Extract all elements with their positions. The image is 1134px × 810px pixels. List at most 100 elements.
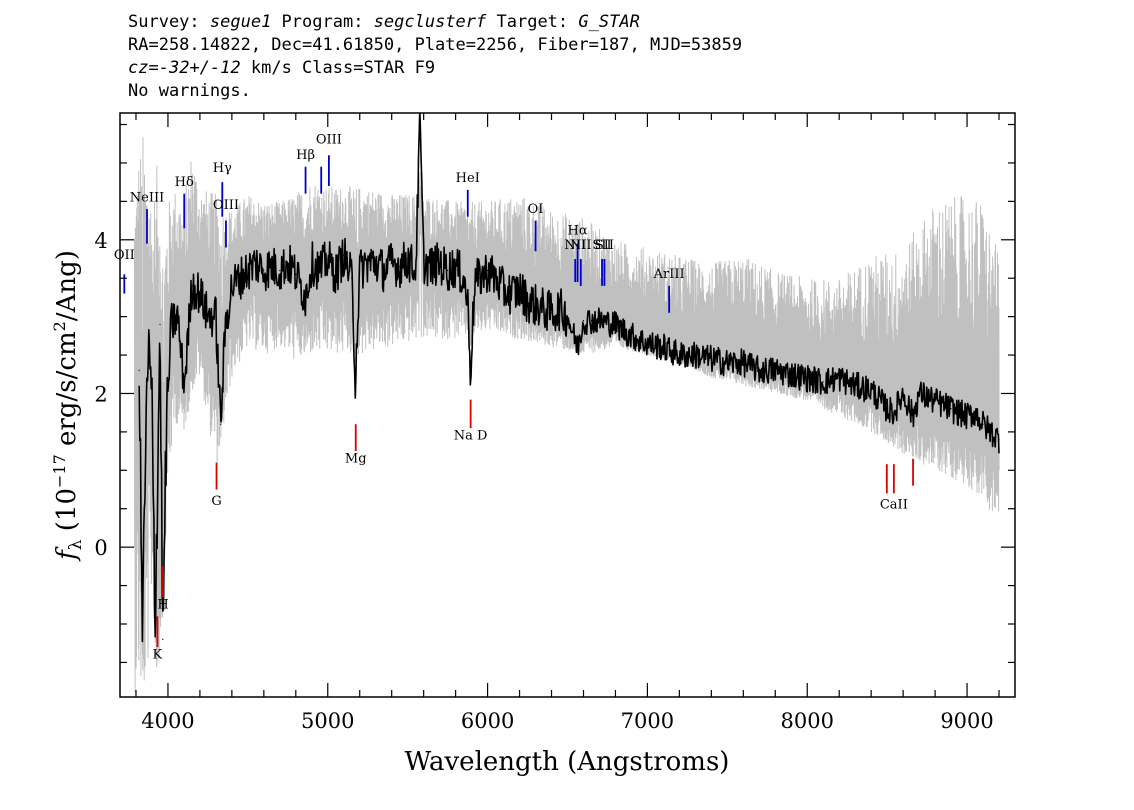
flux-point — [439, 262, 441, 264]
plot-frame — [119, 112, 1016, 698]
flux-point — [199, 293, 201, 295]
flux-point — [912, 415, 914, 418]
target-value: G_STAR — [578, 12, 640, 32]
flux-point — [162, 638, 164, 641]
flux-point — [407, 258, 409, 260]
emission-line-label: OIII — [316, 133, 342, 148]
flux-point — [319, 269, 321, 272]
target-label: Target: — [486, 12, 579, 32]
flux-point — [455, 266, 457, 268]
flux-point — [176, 316, 179, 318]
absorption-line-label: G — [211, 494, 221, 509]
flux-point — [431, 266, 433, 268]
flux-point — [870, 389, 872, 391]
flux-point — [790, 373, 792, 375]
flux-point — [550, 312, 553, 314]
spectrum-header: Survey: segue1 Program: segclusterf Targ… — [128, 11, 742, 103]
flux-point — [447, 269, 449, 272]
flux-point — [966, 415, 968, 418]
flux-point — [295, 273, 297, 275]
flux-point — [694, 354, 697, 356]
flux-point — [487, 269, 489, 272]
flux-point — [614, 323, 617, 325]
flux-point — [151, 408, 153, 410]
cz-units-class: km/s Class=STAR F9 — [240, 58, 436, 78]
flux-point — [662, 346, 665, 348]
flux-point — [503, 289, 505, 291]
emission-line-label: SII — [592, 238, 611, 253]
flux-point — [577, 346, 579, 348]
x-tick-label: 5000 — [301, 709, 354, 733]
emission-line-label: Hα — [568, 223, 588, 238]
flux-point — [311, 262, 313, 264]
flux-point — [327, 258, 329, 260]
flux-point — [354, 377, 356, 379]
emission-line-label: OII — [114, 248, 135, 263]
flux-point — [474, 281, 476, 283]
flux-point — [215, 316, 217, 318]
flux-point — [359, 269, 361, 272]
error-envelope-series — [133, 137, 1000, 693]
flux-point — [893, 412, 895, 414]
absorption-line-label: K — [153, 648, 163, 663]
flux-point — [191, 285, 193, 287]
flux-point — [224, 323, 227, 325]
flux-point — [806, 377, 808, 379]
program-label: Program: — [271, 12, 374, 32]
flux-point — [710, 358, 712, 360]
flux-point — [239, 277, 241, 279]
header-line-redshift: cz=-32+/-12 km/s Class=STAR F9 — [128, 57, 742, 80]
absorption-line-label: Na D — [454, 429, 488, 444]
y-axis-title: fλ (10−17 erg/s/cm2/Ang) — [50, 250, 86, 562]
flux-point — [279, 269, 281, 272]
flux-point — [271, 266, 273, 268]
emission-line-label: Hβ — [296, 148, 315, 163]
flux-point — [263, 269, 265, 272]
flux-series — [138, 113, 1000, 643]
emission-line-label: HeI — [456, 171, 480, 186]
flux-point — [534, 304, 537, 306]
emission-line-label: OIII — [213, 198, 239, 213]
x-tick-label: 9000 — [940, 709, 993, 733]
flux-point — [774, 369, 776, 371]
x-tick-label: 4000 — [141, 709, 194, 733]
flux-point — [287, 262, 289, 264]
x-tick-label: 7000 — [621, 709, 674, 733]
flux-point — [582, 319, 585, 322]
emission-line-label: Hδ — [175, 175, 194, 190]
flux-point — [231, 285, 233, 287]
flux-point — [758, 369, 760, 371]
flux-point — [526, 300, 529, 302]
flux-point — [154, 615, 156, 617]
flux-point — [982, 423, 984, 425]
flux-point — [157, 485, 159, 487]
emission-line-label: NII — [570, 238, 592, 253]
error-envelope-layer — [133, 137, 1000, 693]
flux-point — [335, 273, 337, 275]
header-line-warnings: No warnings. — [128, 81, 251, 101]
flux-point — [990, 431, 992, 433]
flux-point — [383, 269, 385, 272]
flux-point — [148, 346, 150, 348]
flux-point — [646, 342, 649, 345]
flux-point — [950, 408, 952, 410]
emission-line-label: NeIII — [130, 190, 164, 205]
flux-point — [423, 262, 425, 264]
y-tick-label: 0 — [94, 536, 107, 560]
survey-value: segue1 — [209, 12, 272, 32]
flux-point — [511, 293, 513, 295]
flux-point — [630, 335, 633, 337]
flux-point — [542, 308, 545, 310]
flux-point — [742, 362, 744, 364]
flux-point — [726, 362, 728, 364]
flux-point — [419, 120, 421, 122]
flux-point — [399, 266, 401, 268]
emission-line-label: ArIII — [653, 267, 685, 282]
y-tick-label: 2 — [94, 382, 107, 406]
flux-point — [183, 385, 185, 387]
program-value: segclusterf — [373, 12, 487, 32]
x-tick-label: 8000 — [781, 709, 834, 733]
header-line-coordinates: RA=258.14822, Dec=41.61850, Plate=2256, … — [128, 35, 743, 55]
